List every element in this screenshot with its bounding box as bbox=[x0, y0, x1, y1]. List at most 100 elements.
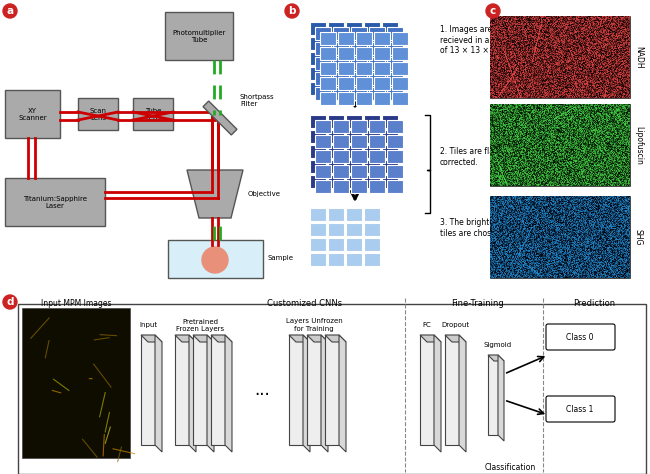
Polygon shape bbox=[155, 335, 162, 452]
Bar bbox=[328, 208, 344, 221]
Bar bbox=[346, 223, 362, 236]
Bar bbox=[382, 52, 398, 65]
Bar bbox=[310, 130, 326, 143]
Bar bbox=[338, 77, 354, 90]
Bar bbox=[387, 72, 403, 85]
Text: Scan
Lens: Scan Lens bbox=[90, 108, 107, 120]
Polygon shape bbox=[459, 335, 466, 452]
Bar bbox=[351, 42, 367, 55]
Bar bbox=[338, 62, 354, 75]
Bar bbox=[328, 37, 344, 50]
Bar bbox=[328, 52, 344, 65]
Bar bbox=[382, 130, 398, 143]
Bar bbox=[490, 104, 630, 186]
Bar bbox=[346, 130, 362, 143]
Bar bbox=[387, 42, 403, 55]
Bar bbox=[346, 37, 362, 50]
Bar bbox=[328, 82, 344, 95]
Bar bbox=[374, 47, 390, 60]
Bar bbox=[310, 160, 326, 173]
Bar bbox=[351, 27, 367, 40]
Bar bbox=[490, 16, 630, 98]
Polygon shape bbox=[189, 335, 196, 452]
Polygon shape bbox=[289, 335, 310, 342]
Bar bbox=[310, 175, 326, 188]
Bar bbox=[310, 115, 326, 128]
Bar bbox=[387, 57, 403, 70]
Polygon shape bbox=[193, 335, 207, 445]
Text: Class 1: Class 1 bbox=[566, 404, 593, 413]
Bar bbox=[364, 82, 380, 95]
Polygon shape bbox=[307, 335, 328, 342]
Bar bbox=[315, 180, 331, 193]
Bar bbox=[374, 77, 390, 90]
Bar bbox=[315, 120, 331, 133]
Bar bbox=[315, 27, 331, 40]
Bar bbox=[310, 145, 326, 158]
Text: Dropout: Dropout bbox=[441, 322, 469, 328]
Bar bbox=[369, 42, 385, 55]
Bar bbox=[320, 47, 336, 60]
Bar bbox=[310, 67, 326, 80]
Polygon shape bbox=[488, 355, 504, 361]
Bar bbox=[333, 180, 349, 193]
Polygon shape bbox=[175, 335, 196, 342]
Bar bbox=[387, 135, 403, 148]
Text: Fine-Training: Fine-Training bbox=[450, 300, 503, 309]
Bar bbox=[320, 32, 336, 45]
Bar bbox=[356, 62, 372, 75]
Polygon shape bbox=[498, 355, 504, 441]
Bar bbox=[387, 87, 403, 100]
Text: b: b bbox=[288, 6, 296, 16]
Text: Class 0: Class 0 bbox=[566, 332, 593, 341]
Bar bbox=[387, 180, 403, 193]
Text: Sample: Sample bbox=[268, 255, 294, 261]
Text: 2. Tiles are flat-field
corrected.: 2. Tiles are flat-field corrected. bbox=[440, 147, 517, 167]
Bar bbox=[333, 165, 349, 178]
Bar bbox=[333, 120, 349, 133]
Bar bbox=[328, 145, 344, 158]
Bar bbox=[364, 223, 380, 236]
Bar bbox=[5, 90, 60, 138]
Bar bbox=[328, 238, 344, 251]
Bar bbox=[369, 87, 385, 100]
Bar bbox=[369, 57, 385, 70]
Bar bbox=[392, 47, 408, 60]
Bar bbox=[356, 47, 372, 60]
Text: FC: FC bbox=[422, 322, 432, 328]
Bar bbox=[315, 72, 331, 85]
Bar bbox=[310, 238, 326, 251]
Bar bbox=[392, 62, 408, 75]
Bar bbox=[320, 62, 336, 75]
Bar bbox=[364, 238, 380, 251]
Polygon shape bbox=[445, 335, 459, 445]
Polygon shape bbox=[141, 335, 162, 342]
Bar bbox=[22, 308, 130, 458]
Bar bbox=[382, 175, 398, 188]
Bar bbox=[328, 223, 344, 236]
Bar bbox=[328, 22, 344, 35]
Bar bbox=[351, 135, 367, 148]
FancyBboxPatch shape bbox=[546, 324, 615, 350]
Bar bbox=[315, 42, 331, 55]
Bar bbox=[374, 32, 390, 45]
Bar bbox=[315, 57, 331, 70]
Text: Lipofuscin: Lipofuscin bbox=[634, 126, 643, 164]
Bar bbox=[310, 208, 326, 221]
Bar bbox=[351, 150, 367, 163]
Bar bbox=[333, 87, 349, 100]
Bar bbox=[328, 253, 344, 266]
Bar bbox=[351, 120, 367, 133]
Bar bbox=[333, 42, 349, 55]
Circle shape bbox=[202, 247, 228, 273]
Bar bbox=[351, 87, 367, 100]
Bar bbox=[338, 92, 354, 105]
Bar bbox=[382, 145, 398, 158]
Bar bbox=[392, 77, 408, 90]
Bar bbox=[369, 120, 385, 133]
Bar bbox=[346, 160, 362, 173]
Bar bbox=[382, 22, 398, 35]
Text: Prediction: Prediction bbox=[573, 300, 615, 309]
Bar bbox=[346, 253, 362, 266]
Bar bbox=[382, 67, 398, 80]
